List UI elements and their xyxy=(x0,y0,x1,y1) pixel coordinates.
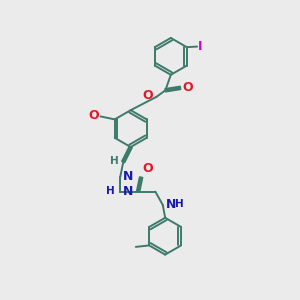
Text: O: O xyxy=(182,81,193,94)
Text: H: H xyxy=(175,200,183,209)
Text: I: I xyxy=(198,40,202,53)
Text: N: N xyxy=(166,198,176,211)
Text: N: N xyxy=(123,184,134,197)
Text: N: N xyxy=(123,170,134,183)
Text: H: H xyxy=(106,186,114,196)
Text: O: O xyxy=(142,162,153,175)
Text: H: H xyxy=(110,156,119,166)
Text: O: O xyxy=(142,89,153,102)
Text: O: O xyxy=(88,109,99,122)
